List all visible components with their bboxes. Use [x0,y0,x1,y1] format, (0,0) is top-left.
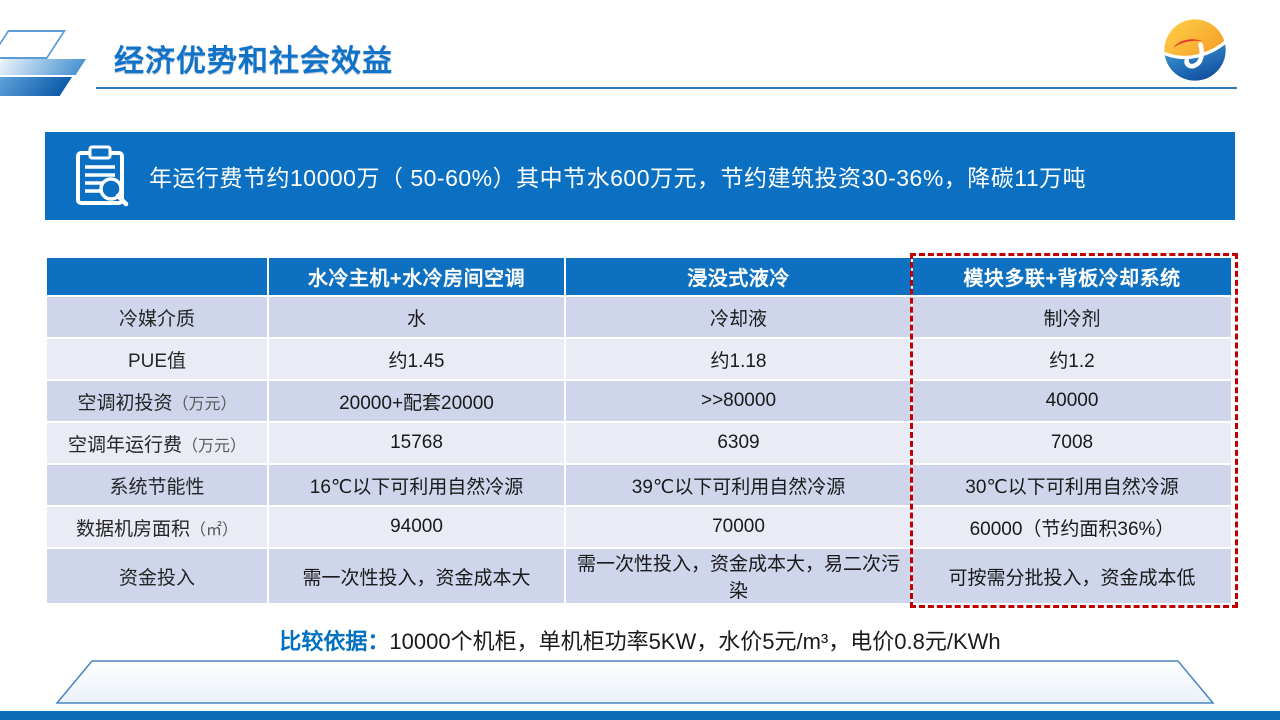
table-cell: >>80000 [566,381,911,421]
title-decoration-light-band [0,59,86,75]
table-cell: 约1.18 [566,339,911,379]
row-label: 系统节能性 [109,476,205,498]
column-header-immersion: 浸没式液冷 [566,258,911,295]
column-header-water-cooled: 水冷主机+水冷房间空调 [269,258,564,295]
table-cell: 约1.45 [269,339,564,379]
table-row-energy-saving: 系统节能性 16℃以下可利用自然冷源 39℃以下可利用自然冷源 30℃以下可利用… [47,465,1231,505]
table-cell: 水 [269,297,564,337]
row-label: PUE值 [127,350,187,372]
row-label: 空调初投资 [77,392,173,414]
table-cell: 40000 [913,381,1231,421]
row-unit: （万元） [182,437,247,455]
footnote: 比较依据：10000个机柜，单机柜功率5KW，水价5元/m³，电价0.8元/KW… [0,624,1280,656]
table-cell: 6309 [566,423,911,463]
table-cell: 94000 [269,507,564,547]
table-area: 水冷主机+水冷房间空调 浸没式液冷 模块多联+背板冷却系统 冷媒介质 水 冷却液… [45,253,1238,608]
table-cell: 70000 [566,507,911,547]
table-row-pue: PUE值 约1.45 约1.18 约1.2 [47,339,1231,379]
table-cell: 可按需分批投入，资金成本低 [913,549,1231,603]
table-cell: 60000（节约面积36%） [913,507,1231,547]
table-cell: 冷却液 [566,297,911,337]
table-row-initial-investment: 空调初投资（万元） 20000+配套20000 >>80000 40000 [47,381,1231,421]
row-unit: （㎡） [190,521,239,539]
table-cell: 制冷剂 [913,297,1231,337]
row-label: 资金投入 [118,567,195,589]
row-label: 冷媒介质 [118,308,195,330]
table-cell: 7008 [913,423,1231,463]
table-row-medium: 冷媒介质 水 冷却液 制冷剂 [47,297,1231,337]
company-logo-icon [1160,15,1230,85]
summary-text: 年运行费节约10000万（ 50-60%）其中节水600万元，节约建筑投资30-… [149,165,1087,191]
table-cell: 约1.2 [913,339,1231,379]
column-header-modular: 模块多联+背板冷却系统 [913,258,1231,295]
table-row-annual-cost: 空调年运行费（万元） 15768 6309 7008 [47,423,1231,463]
table-cell: 39℃以下可利用自然冷源 [566,465,911,505]
footnote-label: 比较依据： [279,629,390,654]
row-unit: （万元） [172,395,237,413]
table-cell: 20000+配套20000 [269,381,564,421]
row-label: 空调年运行费 [67,434,182,456]
table-header-row: 水冷主机+水冷房间空调 浸没式液冷 模块多联+背板冷却系统 [47,258,1231,295]
table-row-room-area: 数据机房面积（㎡） 94000 70000 60000（节约面积36%） [47,507,1231,547]
title-decoration-dark-band [0,77,72,96]
header-divider [96,87,1237,89]
bottom-bar [0,711,1280,720]
row-label: 数据机房面积 [75,518,190,540]
title-decoration-outline [0,30,66,59]
table-cell: 16℃以下可利用自然冷源 [269,465,564,505]
corner-cell [47,258,267,295]
table-cell: 30℃以下可利用自然冷源 [913,465,1231,505]
clipboard-search-icon [73,145,131,207]
bottom-trapezoid-decoration [55,660,1215,704]
summary-banner: 年运行费节约10000万（ 50-60%）其中节水600万元，节约建筑投资30-… [45,132,1235,220]
table-row-capital-input: 资金投入 需一次性投入，资金成本大 需一次性投入，资金成本大，易二次污染 可按需… [47,549,1231,603]
footnote-text: 10000个机柜，单机柜功率5KW，水价5元/m³，电价0.8元/KWh [389,629,1001,654]
page-title: 经济优势和社会效益 [114,45,393,78]
table-cell: 15768 [269,423,564,463]
table-cell: 需一次性投入，资金成本大，易二次污染 [566,549,911,603]
table-cell: 需一次性投入，资金成本大 [269,549,564,603]
comparison-table: 水冷主机+水冷房间空调 浸没式液冷 模块多联+背板冷却系统 冷媒介质 水 冷却液… [45,256,1233,605]
